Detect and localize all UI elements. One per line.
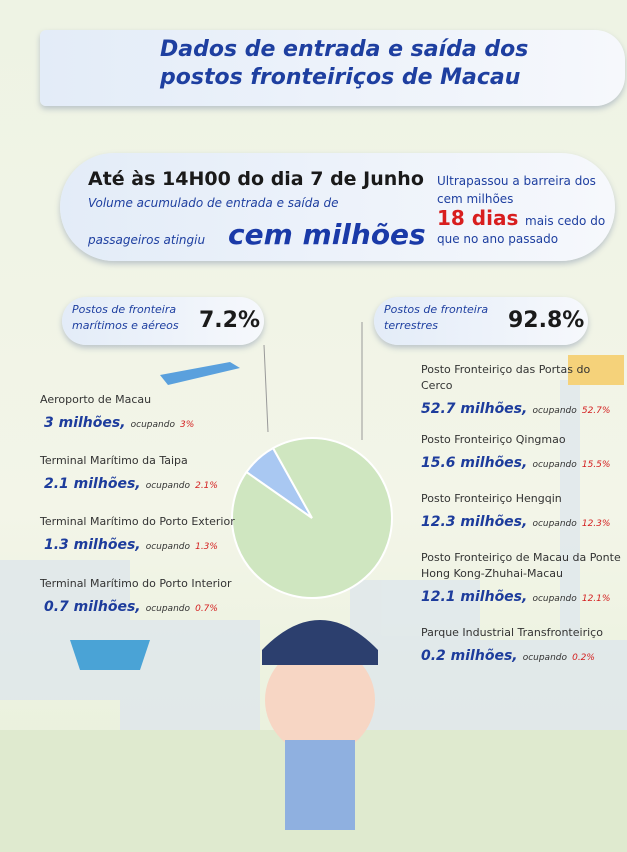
banner-line: passageiros atingiu bbox=[88, 233, 206, 247]
pie-value-label: 7.2% bbox=[199, 308, 261, 333]
item-share: 15.5% bbox=[581, 460, 611, 470]
item-share: 0.7% bbox=[195, 604, 218, 614]
item-share: 12.3% bbox=[581, 519, 611, 529]
list-item: Posto Fronteiriço Hengqin 12.3 milhões, o… bbox=[421, 491, 621, 530]
item-row: 15.6 milhões, ocupando 15.5% bbox=[421, 452, 621, 471]
list-item: Posto Fronteiriço das Portas do Cerco 52.… bbox=[421, 362, 621, 417]
item-word: ocupando bbox=[130, 420, 175, 430]
banner-note: mais cedo do que no ano passado bbox=[437, 214, 606, 246]
item-amount: 0.2 milhões, bbox=[421, 648, 518, 664]
item-word: ocupando bbox=[522, 653, 567, 663]
item-row: 1.3 milhões, ocupando 1.3% bbox=[40, 534, 270, 553]
item-row: 52.7 milhões, ocupando 52.7% bbox=[421, 398, 621, 417]
pie-category: Postos de fronteira terrestres bbox=[384, 303, 489, 332]
item-amount: 15.6 milhões, bbox=[421, 455, 528, 471]
item-word: ocupando bbox=[532, 519, 577, 529]
item-share: 0.2% bbox=[572, 653, 595, 663]
pie-slice bbox=[231, 437, 393, 599]
item-amount: 52.7 milhões, bbox=[421, 401, 528, 417]
item-amount: 12.3 milhões, bbox=[421, 514, 528, 530]
item-amount: 2.1 milhões, bbox=[44, 476, 141, 492]
pie-label-box bbox=[374, 297, 588, 345]
leader-line bbox=[263, 344, 269, 433]
list-item: Posto Fronteiriço de Macau da Ponte Hong… bbox=[421, 550, 621, 605]
item-name: Posto Fronteiriço Qingmao bbox=[421, 433, 566, 446]
item-word: ocupando bbox=[145, 542, 190, 552]
banner-note: Ultrapassou a barreira dos cem milhões bbox=[437, 174, 596, 206]
item-name: Posto Fronteiriço Hengqin bbox=[421, 492, 562, 505]
banner-line: Volume acumulado de entrada e saída de bbox=[88, 196, 339, 210]
item-name: Posto Fronteiriço das Portas do Cerco bbox=[421, 363, 591, 392]
item-share: 52.7% bbox=[581, 406, 611, 416]
list-item: Aeroporto de Macau 3 milhões, ocupando 3% bbox=[40, 392, 270, 431]
header-box bbox=[40, 30, 625, 106]
item-amount: 3 milhões, bbox=[44, 415, 126, 431]
list-item: Posto Fronteiriço Qingmao 15.6 milhões, o… bbox=[421, 432, 621, 471]
item-share: 3% bbox=[180, 420, 195, 430]
item-amount: 1.3 milhões, bbox=[44, 537, 141, 553]
item-row: 0.2 milhões, ocupando 0.2% bbox=[421, 645, 621, 664]
item-name: Terminal Marítimo do Porto Interior bbox=[40, 577, 232, 590]
item-word: ocupando bbox=[145, 481, 190, 491]
item-share: 12.1% bbox=[581, 594, 611, 604]
item-name: Terminal Marítimo do Porto Exterior bbox=[40, 515, 235, 528]
list-item: Terminal Marítimo da Taipa 2.1 milhões, o… bbox=[40, 453, 270, 492]
pie-value-label: 92.8% bbox=[508, 308, 585, 333]
item-row: 2.1 milhões, ocupando 2.1% bbox=[40, 473, 270, 492]
item-amount: 0.7 milhões, bbox=[44, 599, 141, 615]
item-word: ocupando bbox=[532, 406, 577, 416]
item-name: Terminal Marítimo da Taipa bbox=[40, 454, 188, 467]
item-word: ocupando bbox=[532, 594, 577, 604]
banner-days: 18 dias bbox=[437, 206, 519, 230]
item-word: ocupando bbox=[532, 460, 577, 470]
item-share: 1.3% bbox=[195, 542, 218, 552]
item-name: Posto Fronteiriço de Macau da Ponte Hong… bbox=[421, 551, 621, 580]
item-row: 12.1 milhões, ocupando 12.1% bbox=[421, 586, 621, 605]
item-row: 3 milhões, ocupando 3% bbox=[40, 412, 270, 431]
pie-label-box bbox=[62, 297, 264, 345]
banner-date: Até às 14H00 do dia 7 de Junho bbox=[88, 168, 424, 190]
banner bbox=[60, 153, 615, 261]
item-share: 2.1% bbox=[195, 481, 218, 491]
list-item: Terminal Marítimo do Porto Interior 0.7 m… bbox=[40, 576, 270, 615]
item-row: 0.7 milhões, ocupando 0.7% bbox=[40, 596, 270, 615]
item-word: ocupando bbox=[145, 604, 190, 614]
item-amount: 12.1 milhões, bbox=[421, 589, 528, 605]
banner-highlight: cem milhões bbox=[228, 218, 426, 251]
item-name: Aeroporto de Macau bbox=[40, 393, 152, 406]
list-item: Parque Industrial Transfronteiriço 0.2 mi… bbox=[421, 625, 621, 664]
item-row: 12.3 milhões, ocupando 12.3% bbox=[421, 511, 621, 530]
item-name: Parque Industrial Transfronteiriço bbox=[421, 626, 603, 639]
list-item: Terminal Marítimo do Porto Exterior 1.3 m… bbox=[40, 514, 270, 553]
title: Dados de entrada e saída dos postos fron… bbox=[160, 37, 529, 90]
pie-category: Postos de fronteira marítimos e aéreos bbox=[72, 303, 179, 332]
